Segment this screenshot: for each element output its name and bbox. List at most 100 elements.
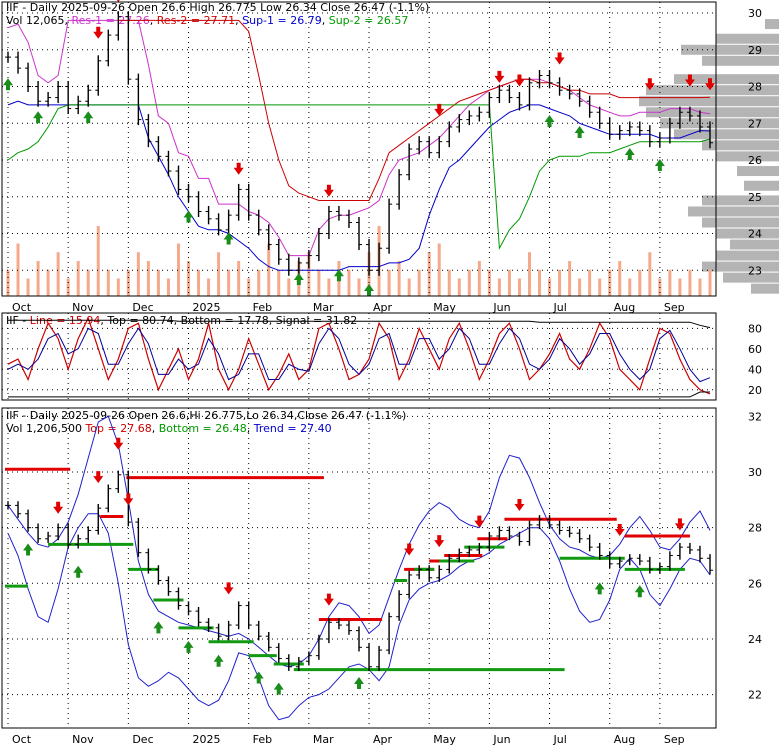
price-sell-arrow <box>93 26 104 39</box>
volume-bar <box>217 252 221 296</box>
trend-panel-frame <box>1 407 717 729</box>
volume-bar <box>136 252 140 296</box>
price-x-tick-label: Oct <box>12 301 32 314</box>
volume-bar <box>588 269 592 296</box>
volume-profile-bar <box>639 96 779 107</box>
trend-x-tick-label: Oct <box>12 733 32 745</box>
price-sell-arrow <box>116 0 120 2</box>
volume-bar <box>648 252 652 296</box>
volume-bar <box>527 252 531 296</box>
trend-band-upper <box>7 415 711 668</box>
volume-bar <box>497 278 501 296</box>
price-sell-arrow <box>705 78 715 91</box>
trend-sell-arrow <box>514 498 525 511</box>
volume-bar <box>638 269 642 296</box>
volume-profile-bar <box>723 272 779 283</box>
volume-bar <box>538 269 542 296</box>
price-x-tick-label: Sep <box>664 301 685 314</box>
stoch-y-tick-label: 60 <box>748 343 762 356</box>
volume-profile-bar <box>765 19 779 30</box>
volume-bar <box>116 278 120 296</box>
trend-buy-arrow <box>23 543 34 556</box>
trend-x-tick-label: Aug <box>614 733 635 745</box>
volume-bar <box>357 278 361 296</box>
price-buy-arrow <box>293 272 304 285</box>
volume-bar <box>257 269 261 296</box>
price-buy-arrow <box>83 111 94 124</box>
volume-bar <box>197 269 201 296</box>
volume-profile-bar <box>730 239 779 250</box>
trend-buy-arrow <box>73 565 84 578</box>
price-y-tick-label: 24 <box>748 228 762 241</box>
volume-bar <box>668 269 672 296</box>
trend-sell-arrow <box>223 582 234 595</box>
volume-bar <box>387 269 391 296</box>
volume-bar <box>698 278 702 296</box>
trend-y-tick-label: 32 <box>748 410 762 423</box>
price-sell-arrow <box>494 70 505 83</box>
price-y-tick-label: 23 <box>748 264 762 277</box>
volume-profile-bar <box>716 33 779 44</box>
volume-profile-bar <box>737 166 779 177</box>
trend-x-tick-label: Jun <box>492 733 510 745</box>
volume-bar <box>407 278 411 296</box>
trend-x-tick-label: Feb <box>253 733 272 745</box>
trend-x-tick-label: 2025 <box>193 733 221 745</box>
indicator-line-sup-2 <box>7 104 711 250</box>
price-panel-frame <box>1 1 717 297</box>
volume-bar <box>507 269 511 296</box>
trend-buy-arrow <box>213 654 224 667</box>
trend-x-tick-label: Jul <box>553 733 567 745</box>
trend-sell-arrow <box>474 515 485 528</box>
volume-bar <box>477 261 481 296</box>
volume-profile-bar <box>702 55 779 66</box>
price-x-tick-label: Nov <box>72 301 94 314</box>
volume-profile-bar <box>702 140 779 151</box>
price-x-tick-label: Feb <box>253 301 272 314</box>
price-buy-arrow <box>223 232 234 245</box>
volume-profile-bar <box>702 195 779 206</box>
volume-bar <box>467 269 471 296</box>
trend-sell-arrow <box>53 501 64 514</box>
volume-bar <box>397 261 401 296</box>
volume-bar <box>457 278 461 296</box>
stoch-y-tick-label: 40 <box>748 363 762 376</box>
price-buy-arrow <box>544 114 555 127</box>
volume-bar <box>166 278 170 296</box>
volume-bar <box>708 269 712 296</box>
price-y-tick-label: 29 <box>748 44 762 57</box>
price-x-tick-label: 2025 <box>193 301 221 314</box>
price-sell-arrow <box>684 74 695 87</box>
volume-bar <box>317 269 321 296</box>
volume-bar <box>437 243 441 296</box>
volume-bar <box>86 269 90 296</box>
volume-bar <box>568 261 572 296</box>
price-buy-arrow <box>624 148 635 161</box>
trend-buy-arrow <box>354 677 364 690</box>
volume-profile-bar <box>646 85 779 96</box>
stoch-series-bottom <box>8 391 710 398</box>
trend-y-tick-label: 26 <box>748 577 762 590</box>
volume-profile-bar <box>716 228 779 239</box>
volume-bar <box>447 269 451 296</box>
price-sell-arrow <box>233 162 244 175</box>
trend-sell-arrow <box>323 593 334 606</box>
price-sell-arrow <box>323 184 334 197</box>
price-sell-arrow <box>554 52 565 65</box>
volume-bar <box>327 278 331 296</box>
price-x-tick-label: Jun <box>492 301 510 314</box>
price-y-tick-label: 28 <box>748 81 762 94</box>
volume-bar <box>598 278 602 296</box>
volume-bar <box>517 278 521 296</box>
price-sell-arrow <box>514 74 525 87</box>
volume-profile-bar <box>702 261 779 272</box>
trend-band-lower <box>7 513 711 721</box>
price-panel-title: IIF - Daily 2025-09-26 Open 26.6 High 26… <box>6 1 429 14</box>
trend-sell-arrow <box>434 535 445 548</box>
stochastic-panel: 20 40 60 80 <box>1 312 762 401</box>
volume-bar <box>237 261 241 296</box>
price-y-tick-label: 30 <box>748 7 762 20</box>
